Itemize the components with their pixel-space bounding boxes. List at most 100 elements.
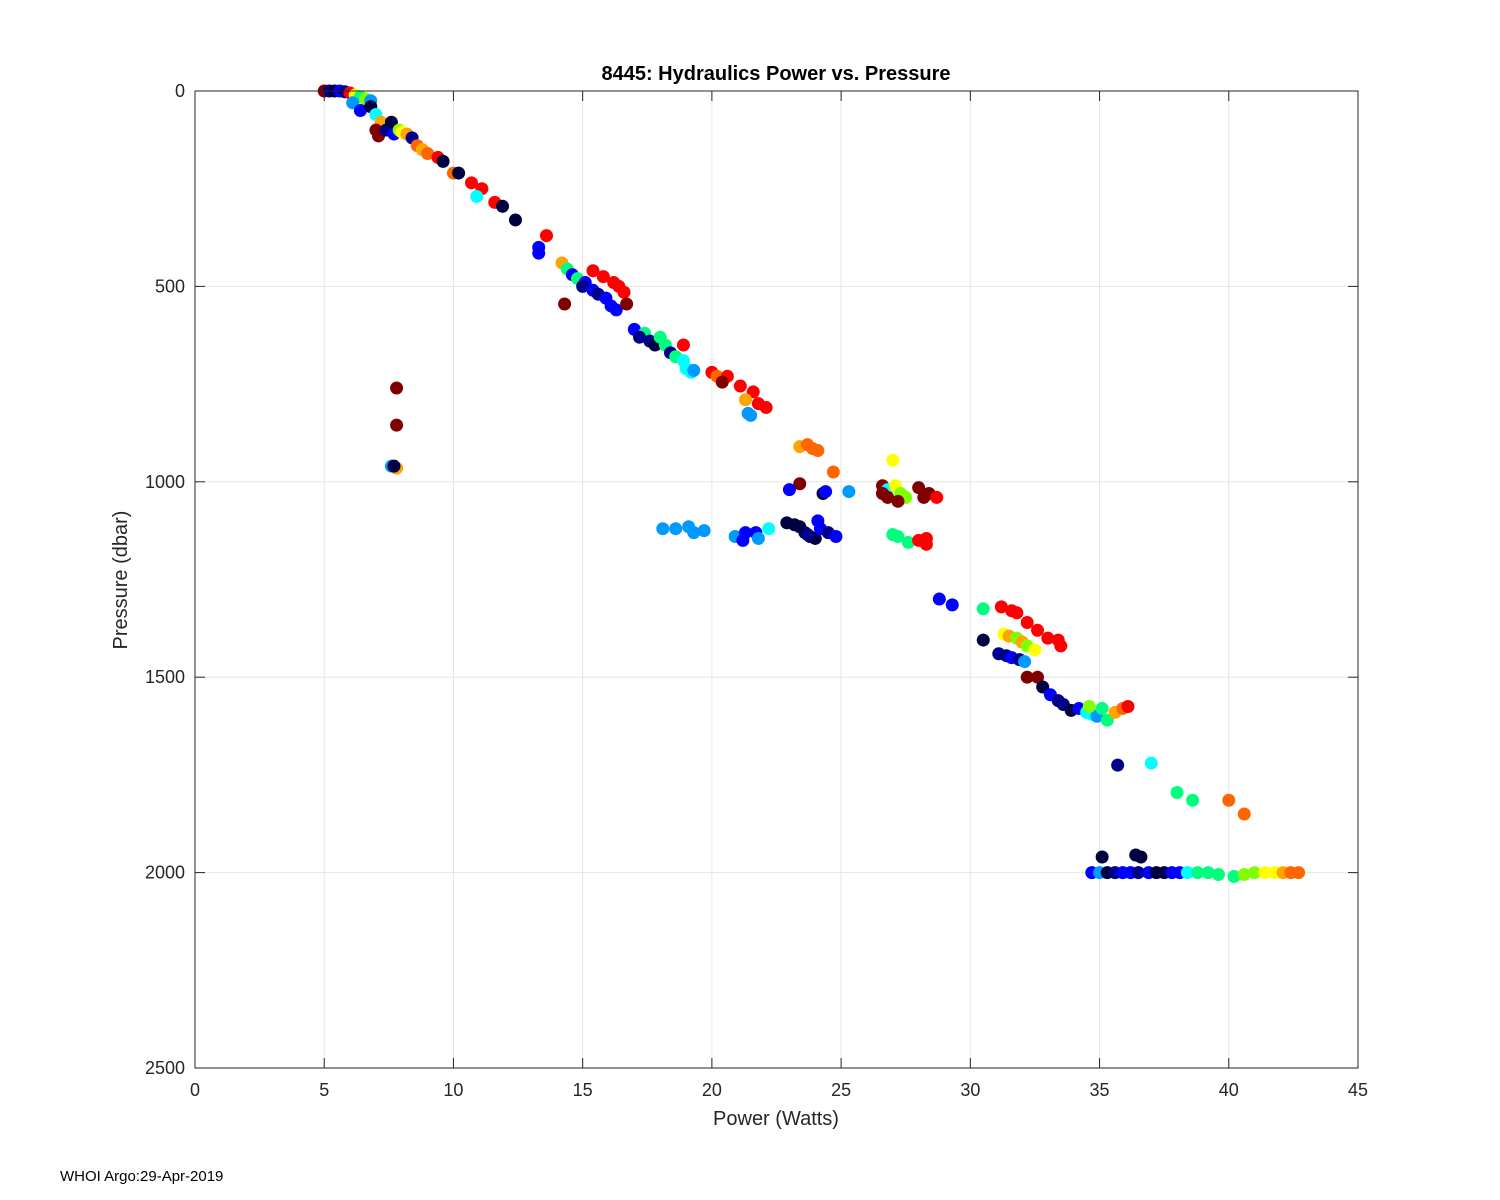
data-point xyxy=(891,494,905,508)
data-point xyxy=(353,104,367,118)
data-point xyxy=(656,522,670,536)
data-point xyxy=(1031,670,1045,684)
data-point xyxy=(421,147,435,161)
data-point xyxy=(620,297,634,311)
data-point xyxy=(1191,866,1205,880)
data-point xyxy=(1031,623,1045,637)
data-point xyxy=(539,229,553,243)
data-point xyxy=(901,535,915,549)
data-point xyxy=(782,483,796,497)
y-tick-label: 1500 xyxy=(145,667,185,687)
plot-frame xyxy=(194,90,1359,1069)
data-point xyxy=(1121,700,1135,714)
data-point xyxy=(842,485,856,499)
data-point xyxy=(793,477,807,491)
x-tick-label: 25 xyxy=(831,1080,851,1100)
data-point xyxy=(811,444,825,458)
data-point xyxy=(1054,639,1068,653)
y-tick-label: 2000 xyxy=(145,863,185,883)
data-point xyxy=(390,381,404,395)
data-point xyxy=(1258,866,1272,880)
data-point xyxy=(751,531,765,545)
data-point xyxy=(532,246,546,260)
data-point xyxy=(586,264,600,278)
x-tick-label: 45 xyxy=(1348,1080,1368,1100)
data-point xyxy=(811,514,825,528)
data-point xyxy=(687,526,701,540)
data-point xyxy=(801,528,815,542)
data-point xyxy=(1020,670,1034,684)
data-point xyxy=(617,285,631,299)
data-point xyxy=(609,303,623,317)
data-point xyxy=(387,459,401,473)
data-point xyxy=(436,154,450,168)
data-point xyxy=(912,481,926,495)
data-point xyxy=(1095,701,1109,715)
data-point xyxy=(1010,606,1024,620)
x-tick-label: 5 xyxy=(319,1080,329,1100)
data-point xyxy=(829,530,843,544)
data-point xyxy=(1170,785,1184,799)
data-point xyxy=(994,600,1008,614)
data-point xyxy=(1292,866,1306,880)
data-point xyxy=(932,592,946,606)
data-point xyxy=(1018,655,1032,669)
x-tick-label: 15 xyxy=(573,1080,593,1100)
x-axis-label: Power (Watts) xyxy=(713,1108,839,1130)
data-point xyxy=(826,465,840,479)
x-tick-label: 30 xyxy=(960,1080,980,1100)
data-point xyxy=(1211,868,1225,882)
data-point xyxy=(762,522,776,536)
data-point xyxy=(1131,866,1145,880)
data-point xyxy=(452,166,466,180)
data-point xyxy=(976,633,990,647)
x-tick-label: 20 xyxy=(702,1080,722,1100)
y-tick-label: 0 xyxy=(175,81,185,101)
data-point xyxy=(1222,793,1236,807)
data-point xyxy=(1186,793,1200,807)
data-point xyxy=(496,199,510,213)
data-point xyxy=(470,190,484,204)
data-point xyxy=(881,490,895,504)
x-tick-labels: 0 5 10 15 20 25 30 35 40 45 xyxy=(190,1080,1368,1100)
data-point xyxy=(576,279,590,293)
data-point xyxy=(1111,758,1125,772)
data-point xyxy=(1144,756,1158,770)
y-tick-label: 1000 xyxy=(145,472,185,492)
footer-credit: WHOI Argo:29-Apr-2019 xyxy=(60,1168,224,1185)
data-point xyxy=(733,379,747,393)
data-point xyxy=(930,490,944,504)
data-point xyxy=(1095,850,1109,864)
data-point xyxy=(669,522,683,536)
data-point xyxy=(1237,807,1251,821)
x-tick-label: 0 xyxy=(190,1080,200,1100)
data-point xyxy=(1028,643,1042,657)
data-point xyxy=(886,453,900,467)
data-point xyxy=(738,393,752,407)
data-point xyxy=(390,418,404,432)
data-point xyxy=(945,598,959,612)
chart-title: 8445: Hydraulics Power vs. Pressure xyxy=(601,63,950,85)
y-tick-label: 500 xyxy=(155,276,185,296)
data-point xyxy=(465,176,479,190)
data-point xyxy=(676,338,690,352)
data-point xyxy=(1227,870,1241,884)
data-point xyxy=(891,530,905,544)
y-tick-labels: 0 500 1000 1500 2000 2500 xyxy=(145,81,185,1078)
data-point xyxy=(1237,868,1251,882)
data-point xyxy=(687,363,701,377)
tick-marks xyxy=(194,90,1359,1069)
data-point xyxy=(1020,615,1034,629)
data-point xyxy=(738,526,752,540)
data-point xyxy=(596,270,610,284)
data-point xyxy=(558,297,572,311)
data-point xyxy=(819,485,833,499)
data-point xyxy=(1248,866,1262,880)
data-point xyxy=(976,602,990,616)
x-tick-label: 40 xyxy=(1219,1080,1239,1100)
data-point xyxy=(633,330,647,344)
data-point xyxy=(1180,866,1194,880)
data-points xyxy=(317,84,1306,884)
data-point xyxy=(1041,631,1055,645)
